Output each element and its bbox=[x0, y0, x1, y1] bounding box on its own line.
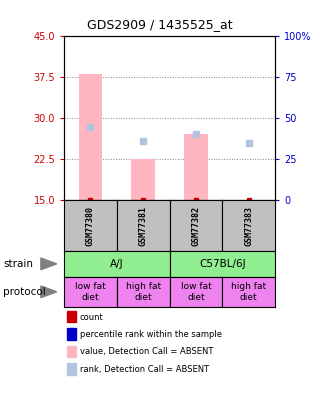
Text: percentile rank within the sample: percentile rank within the sample bbox=[80, 330, 222, 339]
Polygon shape bbox=[41, 286, 57, 298]
Text: rank, Detection Call = ABSENT: rank, Detection Call = ABSENT bbox=[80, 365, 209, 374]
Text: protocol: protocol bbox=[3, 287, 46, 297]
Bar bbox=[78, 74, 102, 200]
Text: high fat
diet: high fat diet bbox=[126, 282, 161, 301]
Text: strain: strain bbox=[3, 259, 33, 269]
Text: GSM77382: GSM77382 bbox=[191, 206, 201, 246]
Text: count: count bbox=[80, 313, 104, 322]
Text: low fat
diet: low fat diet bbox=[75, 282, 106, 301]
Text: high fat
diet: high fat diet bbox=[231, 282, 266, 301]
Polygon shape bbox=[41, 258, 57, 270]
Bar bbox=[131, 160, 155, 200]
Text: value, Detection Call = ABSENT: value, Detection Call = ABSENT bbox=[80, 347, 213, 356]
Text: GSM77381: GSM77381 bbox=[139, 206, 148, 246]
Bar bbox=[184, 134, 208, 200]
Text: A/J: A/J bbox=[110, 259, 124, 269]
Text: GSM77383: GSM77383 bbox=[244, 206, 253, 246]
Text: GDS2909 / 1435525_at: GDS2909 / 1435525_at bbox=[87, 18, 233, 31]
Text: GSM77380: GSM77380 bbox=[86, 206, 95, 246]
Text: low fat
diet: low fat diet bbox=[180, 282, 212, 301]
Text: C57BL/6J: C57BL/6J bbox=[199, 259, 246, 269]
